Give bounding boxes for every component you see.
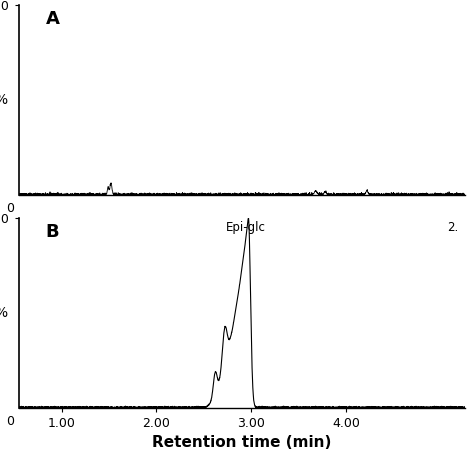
Text: 0: 0 xyxy=(7,415,15,428)
Text: 0: 0 xyxy=(7,202,15,215)
Text: %: % xyxy=(0,93,8,107)
Text: B: B xyxy=(46,223,59,241)
Text: 2.: 2. xyxy=(447,221,458,235)
Text: Epi-glc: Epi-glc xyxy=(226,221,265,235)
Text: %: % xyxy=(0,306,8,319)
X-axis label: Retention time (min): Retention time (min) xyxy=(152,435,331,450)
Text: A: A xyxy=(46,10,60,28)
